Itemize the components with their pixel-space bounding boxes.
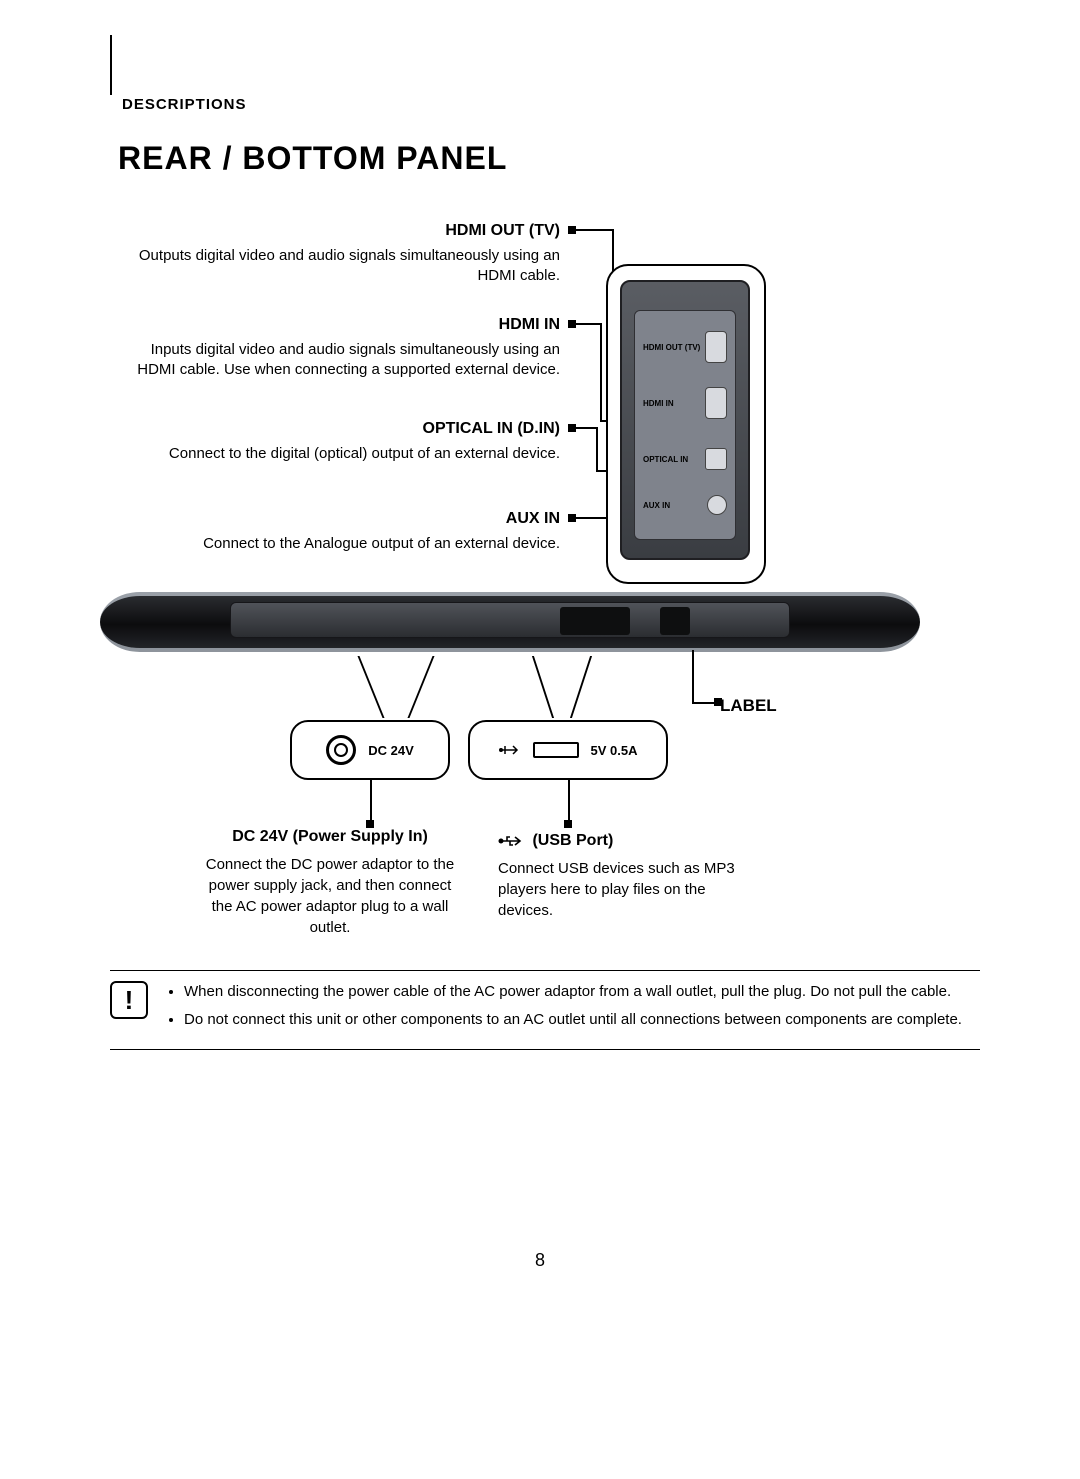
dc-bubble-text: DC 24V [368,743,414,758]
optical-in-text: Connect to the digital (optical) output … [120,444,560,464]
optical-port-icon [705,448,727,470]
soundbar-recess [230,602,790,638]
hdmi-in-block: HDMI IN Inputs digital video and audio s… [120,316,560,381]
dc-power-block: DC 24V (Power Supply In) Connect the DC … [200,828,460,938]
hdmi-port-icon [705,387,727,419]
callout-square [564,820,572,828]
optical-in-block: OPTICAL IN (D.IN) Connect to the digital… [120,420,560,464]
caution-icon: ! [110,981,148,1019]
port-panel-diagram: HDMI OUT (TV) HDMI IN OPTICAL IN AUX IN [620,280,750,560]
usb-port-heading-text: (USB Port) [532,832,613,849]
leader-line [692,702,714,704]
hdmi-in-text: Inputs digital video and audio signals s… [120,340,560,381]
optical-in-heading: OPTICAL IN (D.IN) [120,420,560,438]
hdmi-in-heading: HDMI IN [120,316,560,334]
hdmi-out-heading: HDMI OUT (TV) [120,222,560,240]
callout-square [568,226,576,234]
soundbar-diagram [100,582,920,672]
dc-power-text: Connect the DC power adaptor to the powe… [200,854,460,938]
aux-in-text: Connect to the Analogue output of an ext… [120,534,560,554]
header-rule [110,35,112,95]
usb-bubble: 5V 0.5A [468,720,668,780]
dc-power-heading: DC 24V (Power Supply In) [200,828,460,846]
hdmi-port-icon [705,331,727,363]
port-panel-inner: HDMI OUT (TV) HDMI IN OPTICAL IN AUX IN [634,310,736,540]
port-row: HDMI OUT (TV) [643,325,727,369]
leader-line [692,650,694,702]
leader-line [600,323,602,421]
port-label: AUX IN [643,501,670,510]
usb-port-heading: (USB Port) [498,832,758,850]
port-row: AUX IN [643,483,727,527]
leader-line [596,427,598,471]
usb-bubble-text: 5V 0.5A [591,743,638,758]
callout-square [568,320,576,328]
port-row: OPTICAL IN [643,437,727,481]
aux-in-heading: AUX IN [120,510,560,528]
leader-line [568,780,570,820]
soundbar-port-area [560,607,630,635]
port-label: OPTICAL IN [643,455,688,464]
section-label: DESCRIPTIONS [122,96,247,113]
page-number: 8 [0,1250,1080,1271]
aux-port-icon [707,495,727,515]
dc-jack-icon [326,735,356,765]
usb-port-text: Connect USB devices such as MP3 players … [498,858,758,921]
port-label: HDMI OUT (TV) [643,343,700,352]
manual-page: DESCRIPTIONS REAR / BOTTOM PANEL HDMI OU… [0,0,1080,1479]
label-heading: LABEL [720,696,777,716]
port-label: HDMI IN [643,399,674,408]
leader-line [576,229,612,231]
callout-square [366,820,374,828]
caution-item: When disconnecting the power cable of th… [184,981,962,1003]
usb-slot-icon [533,742,579,758]
usb-port-block: (USB Port) Connect USB devices such as M… [498,832,758,921]
caution-box: ! When disconnecting the power cable of … [110,970,980,1050]
port-row: HDMI IN [643,381,727,425]
dc-power-bubble: DC 24V [290,720,450,780]
callout-square [568,424,576,432]
soundbar-label-area [660,607,690,635]
usb-icon [499,743,521,757]
leader-line [576,323,600,325]
hdmi-out-text: Outputs digital video and audio signals … [120,246,560,287]
leader-line [576,427,596,429]
usb-icon [498,834,524,848]
hdmi-out-block: HDMI OUT (TV) Outputs digital video and … [120,222,560,287]
caution-item: Do not connect this unit or other compon… [184,1009,962,1031]
page-title: REAR / BOTTOM PANEL [118,140,507,177]
aux-in-block: AUX IN Connect to the Analogue output of… [120,510,560,554]
leader-line [370,780,372,820]
callout-square [568,514,576,522]
caution-list: When disconnecting the power cable of th… [166,981,962,1037]
